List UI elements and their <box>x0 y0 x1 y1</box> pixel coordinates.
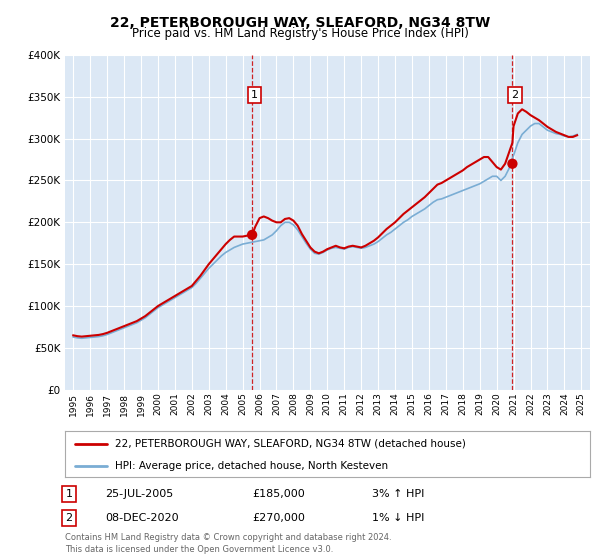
Text: 08-DEC-2020: 08-DEC-2020 <box>105 513 179 523</box>
Text: Contains HM Land Registry data © Crown copyright and database right 2024.: Contains HM Land Registry data © Crown c… <box>65 533 391 542</box>
Text: £185,000: £185,000 <box>252 489 305 499</box>
Text: Price paid vs. HM Land Registry's House Price Index (HPI): Price paid vs. HM Land Registry's House … <box>131 27 469 40</box>
Text: 2: 2 <box>511 90 518 100</box>
Point <box>247 230 257 239</box>
Text: 3% ↑ HPI: 3% ↑ HPI <box>372 489 424 499</box>
Text: 22, PETERBOROUGH WAY, SLEAFORD, NG34 8TW (detached house): 22, PETERBOROUGH WAY, SLEAFORD, NG34 8TW… <box>115 438 466 449</box>
Point <box>508 159 517 168</box>
Text: 1: 1 <box>251 90 258 100</box>
Text: 25-JUL-2005: 25-JUL-2005 <box>105 489 173 499</box>
Text: 2: 2 <box>65 513 73 523</box>
Text: 22, PETERBOROUGH WAY, SLEAFORD, NG34 8TW: 22, PETERBOROUGH WAY, SLEAFORD, NG34 8TW <box>110 16 490 30</box>
Text: This data is licensed under the Open Government Licence v3.0.: This data is licensed under the Open Gov… <box>65 545 333 554</box>
Text: £270,000: £270,000 <box>252 513 305 523</box>
Text: 1: 1 <box>65 489 73 499</box>
Text: HPI: Average price, detached house, North Kesteven: HPI: Average price, detached house, Nort… <box>115 461 388 470</box>
Text: 1% ↓ HPI: 1% ↓ HPI <box>372 513 424 523</box>
